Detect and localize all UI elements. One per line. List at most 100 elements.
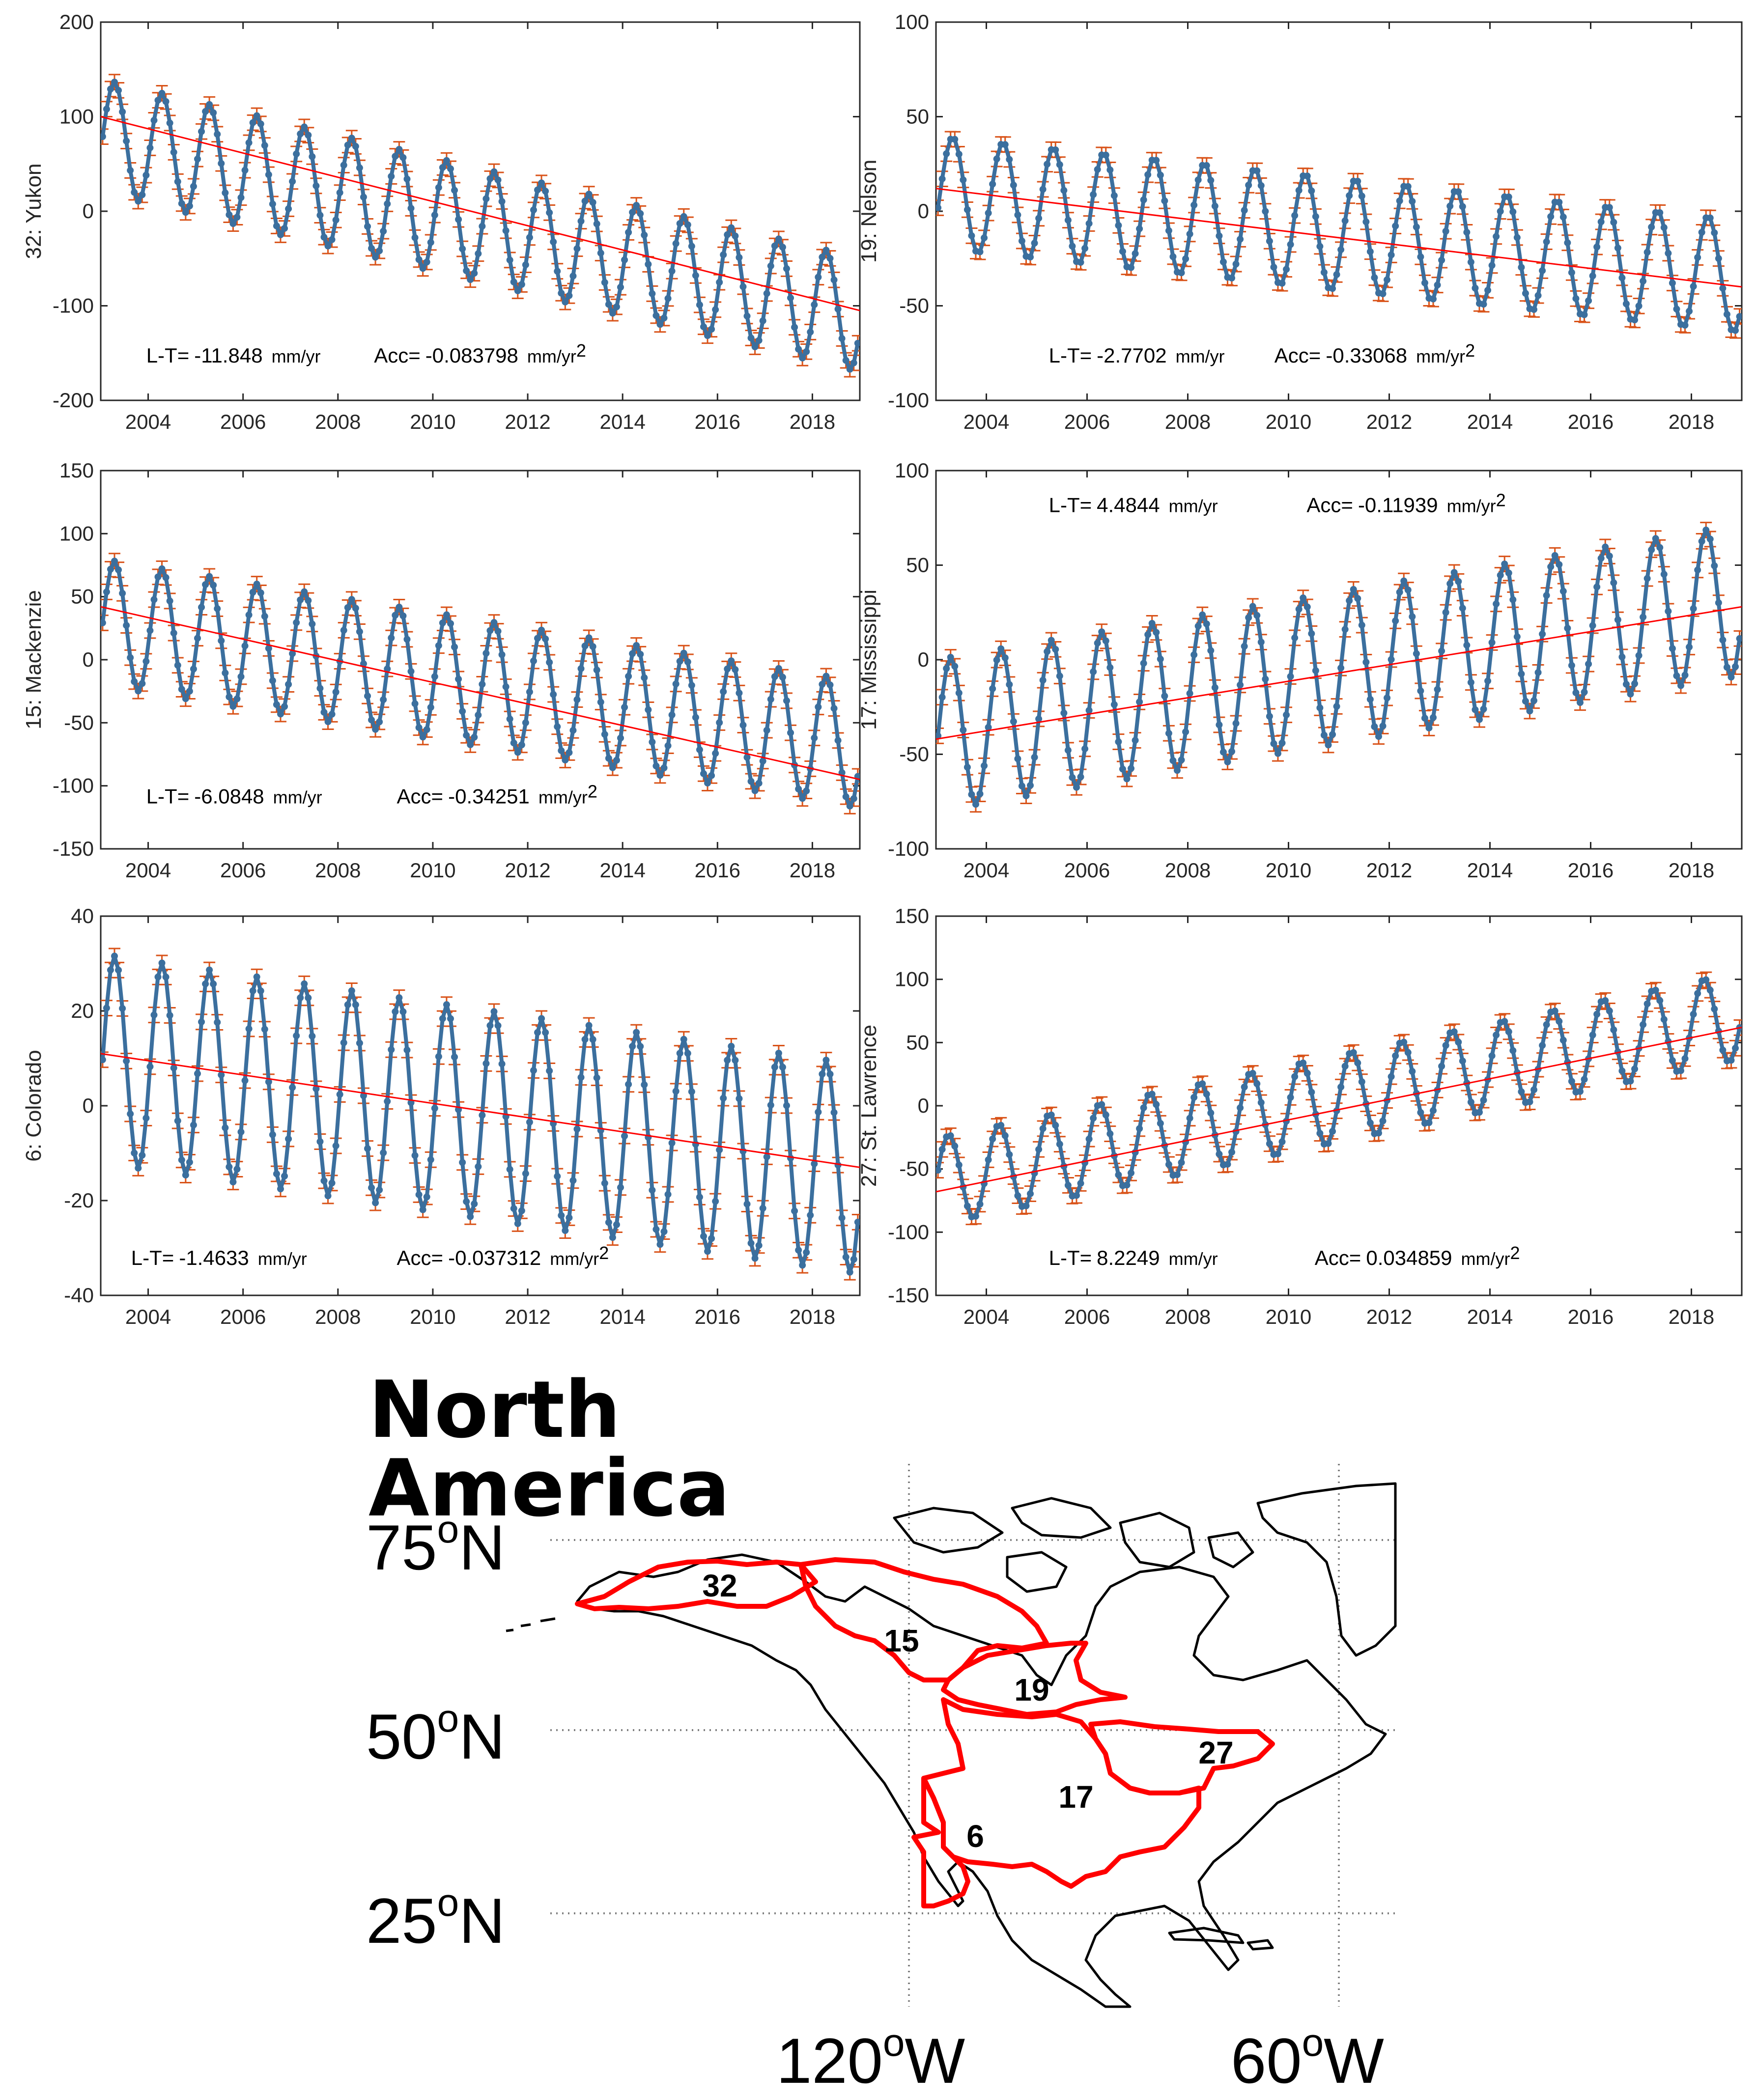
data-point-27-33 (1073, 1192, 1080, 1199)
data-point-19-174 (1665, 250, 1672, 257)
data-point-32-83 (427, 239, 434, 246)
data-point-17-156 (1589, 622, 1596, 629)
data-point-15-14 (154, 573, 162, 581)
data-point-32-128 (605, 301, 612, 308)
data-point-6-123 (585, 1022, 593, 1029)
data-point-6-104 (510, 1205, 517, 1212)
data-point-6-133 (625, 1081, 632, 1088)
data-point-19-179 (1686, 308, 1693, 315)
data-point-6-175 (791, 1207, 798, 1215)
data-point-15-35 (237, 673, 245, 680)
data-point-15-159 (728, 657, 735, 665)
data-point-32-163 (743, 312, 751, 320)
data-point-27-94 (1329, 1128, 1336, 1135)
y-tick-label-6-0: 0 (83, 1094, 94, 1117)
data-point-27-76 (1253, 1080, 1261, 1088)
data-point-6-185 (830, 1109, 838, 1116)
data-point-17-11 (981, 762, 988, 769)
data-point-27-124 (1455, 1038, 1462, 1046)
data-point-15-177 (799, 795, 806, 802)
x-tick-label-32-2014: 2014 (599, 410, 645, 433)
y-tick-label-32-200: 200 (59, 10, 94, 33)
data-point-17-82 (1278, 739, 1286, 747)
data-point-19-118 (1430, 295, 1437, 303)
data-point-15-186 (834, 737, 842, 744)
data-point-32-155 (712, 306, 719, 313)
data-point-27-25 (1039, 1125, 1047, 1132)
data-point-19-73 (1241, 207, 1248, 214)
data-point-32-47 (285, 205, 292, 213)
data-point-6-166 (755, 1242, 763, 1249)
data-point-19-61 (1190, 201, 1198, 209)
data-point-19-53 (1157, 171, 1164, 179)
data-point-6-12 (146, 1063, 154, 1070)
data-point-27-132 (1488, 1052, 1496, 1060)
data-point-17-115 (1417, 687, 1424, 695)
y-tick-label-27--50: -50 (899, 1157, 929, 1180)
data-point-17-70 (1228, 748, 1236, 755)
data-point-32-26 (202, 108, 209, 115)
data-point-32-16 (162, 98, 170, 105)
data-point-27-120 (1438, 1063, 1445, 1070)
data-point-32-64 (352, 142, 359, 150)
data-point-19-154 (1581, 311, 1588, 318)
data-point-19-77 (1257, 182, 1265, 189)
data-point-32-179 (807, 328, 814, 336)
data-point-19-119 (1434, 281, 1441, 289)
data-point-6-43 (269, 1131, 276, 1138)
data-point-32-79 (411, 234, 419, 241)
data-point-6-16 (162, 973, 170, 980)
data-point-19-37 (1090, 191, 1097, 198)
data-point-17-81 (1274, 750, 1281, 757)
data-point-27-144 (1539, 1042, 1546, 1049)
data-point-15-146 (676, 658, 683, 665)
data-point-19-98 (1346, 192, 1353, 199)
data-point-15-150 (692, 714, 699, 721)
data-point-32-135 (633, 202, 640, 209)
data-point-19-112 (1404, 183, 1412, 190)
data-point-6-79 (411, 1152, 419, 1159)
data-point-17-77 (1257, 639, 1265, 646)
data-point-6-159 (728, 1042, 735, 1050)
data-point-19-82 (1278, 280, 1286, 287)
data-point-27-46 (1128, 1169, 1135, 1176)
data-point-27-145 (1543, 1021, 1550, 1028)
data-point-27-28 (1052, 1121, 1059, 1129)
data-point-32-25 (198, 128, 205, 135)
data-point-17-23 (1031, 754, 1038, 761)
data-point-32-59 (332, 216, 340, 224)
data-point-19-175 (1669, 280, 1676, 287)
data-point-15-121 (577, 665, 585, 672)
data-point-32-9 (135, 197, 142, 205)
data-point-32-23 (190, 183, 197, 190)
data-point-32-24 (194, 155, 201, 163)
x-tick-label-6-2010: 2010 (410, 1305, 455, 1328)
data-point-19-71 (1232, 260, 1240, 268)
data-point-27-43 (1115, 1171, 1122, 1178)
data-point-6-107 (522, 1170, 529, 1177)
data-point-19-67 (1216, 232, 1223, 240)
data-point-6-180 (811, 1160, 818, 1168)
data-point-17-153 (1576, 699, 1584, 706)
data-point-6-28 (210, 980, 217, 988)
data-point-27-60 (1186, 1115, 1193, 1122)
data-point-6-73 (388, 1046, 395, 1053)
data-point-19-168 (1640, 278, 1647, 285)
basin-label-17: 17 (1058, 1779, 1093, 1815)
data-point-17-36 (1085, 707, 1093, 714)
data-point-27-73 (1241, 1083, 1248, 1091)
data-point-15-139 (649, 738, 656, 746)
data-point-32-187 (838, 335, 846, 342)
data-point-15-99 (490, 619, 498, 626)
data-point-19-138 (1513, 234, 1521, 241)
data-point-6-20 (178, 1156, 185, 1164)
data-point-15-15 (158, 565, 166, 572)
data-point-32-113 (546, 209, 553, 216)
data-point-17-40 (1102, 637, 1109, 644)
data-point-32-62 (344, 141, 351, 149)
data-point-17-151 (1568, 662, 1575, 669)
data-point-27-51 (1148, 1091, 1156, 1098)
data-point-6-174 (787, 1154, 794, 1162)
data-point-15-165 (751, 787, 759, 794)
data-point-6-45 (277, 1185, 284, 1193)
